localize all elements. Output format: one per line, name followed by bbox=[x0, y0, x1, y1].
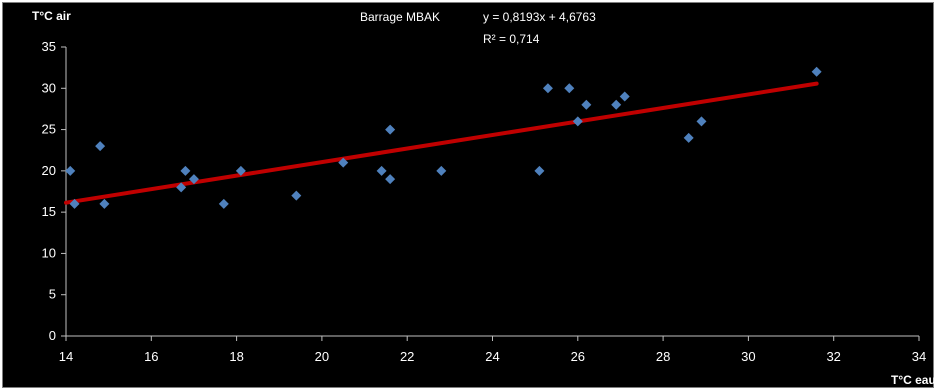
data-point bbox=[180, 165, 191, 176]
x-tick-label: 16 bbox=[144, 349, 158, 364]
data-point bbox=[436, 165, 447, 176]
x-tick-group: 14 16 18 20 22 24 26 28 30 32 34 bbox=[59, 336, 926, 364]
r-squared-label: R² = 0,714 bbox=[483, 32, 540, 46]
y-axis-title: T°C air bbox=[32, 9, 71, 23]
y-tick-group: 0 5 10 15 20 25 30 35 bbox=[42, 39, 66, 343]
chart-title: Barrage MBAK bbox=[360, 10, 440, 24]
data-point bbox=[176, 182, 187, 193]
x-tick-label: 30 bbox=[741, 349, 755, 364]
y-tick-label: 35 bbox=[42, 39, 56, 54]
data-point bbox=[376, 165, 387, 176]
trendline bbox=[64, 81, 819, 205]
data-point bbox=[291, 190, 302, 201]
y-tick-label: 15 bbox=[42, 204, 56, 219]
data-point bbox=[542, 83, 553, 94]
y-tick-label: 30 bbox=[42, 80, 56, 95]
data-point bbox=[572, 116, 583, 127]
x-tick-label: 32 bbox=[826, 349, 840, 364]
scatter-chart: 0 5 10 15 20 25 30 35 14 16 18 20 22 24 26 28 30 32 34 T°… bbox=[32, 9, 935, 387]
x-tick-label: 14 bbox=[59, 349, 73, 364]
data-point bbox=[581, 99, 592, 110]
data-point bbox=[611, 99, 622, 110]
data-point bbox=[95, 141, 106, 152]
data-point bbox=[696, 116, 707, 127]
data-point bbox=[534, 165, 545, 176]
y-tick-label: 10 bbox=[42, 245, 56, 260]
x-tick-label: 34 bbox=[912, 349, 926, 364]
x-tick-label: 28 bbox=[656, 349, 670, 364]
data-point bbox=[564, 83, 575, 94]
trendline-layer bbox=[64, 81, 819, 205]
points-layer bbox=[65, 66, 822, 209]
data-point bbox=[338, 157, 349, 168]
data-point bbox=[619, 91, 630, 102]
chart-axes bbox=[65, 47, 919, 337]
data-point bbox=[385, 174, 396, 185]
data-point bbox=[69, 198, 80, 209]
data-point bbox=[188, 174, 199, 185]
data-point bbox=[218, 198, 229, 209]
x-axis-title: T°C eau bbox=[891, 373, 935, 387]
y-tick-label: 25 bbox=[42, 122, 56, 137]
x-tick-label: 18 bbox=[229, 349, 243, 364]
x-tick-label: 22 bbox=[400, 349, 414, 364]
y-tick-label: 5 bbox=[49, 287, 56, 302]
y-tick-label: 20 bbox=[42, 163, 56, 178]
data-point bbox=[235, 165, 246, 176]
x-tick-label: 26 bbox=[571, 349, 585, 364]
trendline-equation: y = 0,8193x + 4,6763 bbox=[483, 10, 596, 24]
y-tick-label: 0 bbox=[49, 328, 56, 343]
data-point bbox=[65, 165, 76, 176]
data-point bbox=[811, 66, 822, 77]
data-point bbox=[385, 124, 396, 135]
data-point bbox=[683, 132, 694, 143]
x-tick-label: 24 bbox=[485, 349, 499, 364]
x-tick-label: 20 bbox=[315, 349, 329, 364]
data-point bbox=[99, 198, 110, 209]
